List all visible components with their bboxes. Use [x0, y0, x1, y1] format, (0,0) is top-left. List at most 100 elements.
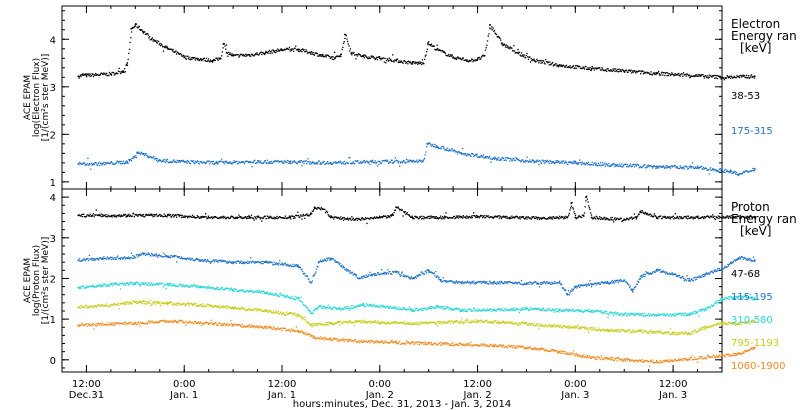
data-point	[610, 70, 613, 72]
data-point	[586, 68, 588, 70]
data-point	[290, 218, 292, 220]
data-point	[736, 75, 738, 77]
data-point	[459, 58, 462, 60]
data-point	[85, 76, 88, 78]
data-point	[407, 275, 409, 277]
data-point	[396, 271, 399, 273]
data-point	[128, 48, 131, 50]
data-point	[432, 143, 434, 145]
data-point	[397, 61, 399, 64]
data-point	[705, 215, 708, 218]
data-point	[668, 166, 670, 168]
data-point	[151, 214, 153, 216]
data-point	[385, 217, 388, 219]
data-point	[741, 75, 744, 77]
data-point	[365, 56, 367, 58]
data-point	[115, 215, 117, 218]
data-point	[217, 286, 219, 289]
data-point	[227, 288, 229, 290]
data-point	[330, 215, 332, 217]
data-point	[421, 271, 423, 273]
data-point	[176, 53, 178, 55]
data-point	[374, 216, 376, 218]
data-point	[324, 163, 327, 165]
data-point	[313, 309, 316, 312]
data-point	[669, 272, 671, 274]
data-point	[427, 269, 430, 272]
data-point	[662, 270, 665, 273]
data-point	[522, 161, 525, 163]
data-point	[218, 259, 221, 262]
data-point	[667, 273, 669, 275]
data-point	[393, 271, 395, 273]
data-point	[475, 155, 478, 157]
data-point	[89, 258, 91, 260]
data-point	[180, 284, 182, 287]
data-point	[186, 162, 188, 164]
data-point	[282, 161, 284, 163]
data-point	[376, 56, 378, 58]
data-point	[243, 161, 245, 163]
data-point	[176, 216, 178, 218]
data-point	[389, 216, 391, 218]
data-point	[537, 216, 539, 218]
data-point	[606, 281, 608, 283]
data-point	[511, 159, 514, 161]
data-point	[376, 59, 379, 61]
data-point	[152, 283, 154, 285]
data-point	[648, 273, 650, 275]
data-point	[186, 285, 188, 287]
data-point	[438, 49, 440, 52]
data-point	[139, 152, 141, 155]
data-point	[259, 160, 262, 162]
data-point	[375, 57, 377, 60]
data-point	[473, 280, 475, 282]
data-point	[324, 208, 326, 211]
data-point	[121, 282, 123, 284]
data-point	[697, 276, 699, 278]
data-point	[547, 160, 550, 163]
data-point	[99, 164, 101, 167]
data-point	[414, 215, 417, 217]
data-point	[77, 214, 80, 217]
data-point	[664, 273, 667, 275]
data-point	[462, 147, 464, 150]
data-point	[408, 214, 410, 217]
data-point	[477, 280, 480, 283]
data-point	[701, 275, 703, 277]
data-point	[609, 164, 611, 167]
data-point	[387, 160, 389, 162]
data-point	[360, 161, 362, 163]
data-point	[238, 290, 240, 292]
data-point	[683, 215, 685, 218]
data-point	[218, 288, 220, 290]
data-point	[301, 165, 303, 167]
data-point	[692, 218, 694, 220]
data-point	[347, 162, 349, 164]
data-point	[751, 216, 753, 218]
data-point	[486, 216, 488, 218]
data-point	[524, 57, 526, 59]
data-point	[376, 272, 379, 274]
data-point	[490, 28, 492, 30]
data-point	[669, 218, 672, 220]
data-point	[329, 306, 331, 308]
data-point	[617, 280, 619, 282]
data-point	[416, 308, 418, 310]
data-point	[176, 51, 178, 54]
data-point	[570, 202, 573, 205]
data-point	[208, 160, 210, 162]
data-point	[206, 60, 208, 63]
data-point	[389, 271, 391, 273]
data-point	[583, 67, 585, 69]
data-point	[181, 214, 183, 216]
data-point	[88, 286, 90, 288]
data-point	[507, 47, 509, 49]
data-point	[323, 259, 325, 262]
data-point	[630, 217, 632, 219]
data-point	[264, 160, 266, 162]
data-point	[423, 157, 426, 160]
data-point	[451, 280, 453, 282]
data-point	[111, 216, 113, 218]
data-point	[625, 281, 627, 283]
